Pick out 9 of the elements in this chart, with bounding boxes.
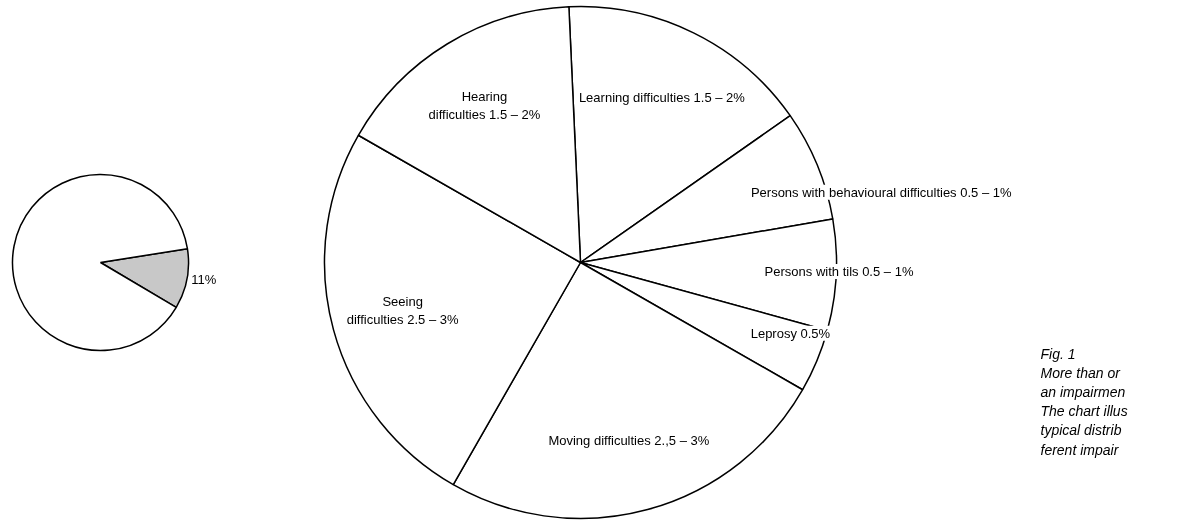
slice-label: Moving difficulties 2.,5 – 3% bbox=[548, 432, 710, 448]
caption: Fig. 1 More than or an impairmen The chart illus typical distrib ferent impair bbox=[1040, 345, 1128, 458]
slice-label: Persons with behavioural difficulties 0.5 – 1% bbox=[750, 184, 1012, 200]
slice-label: Leprosy 0.5% bbox=[750, 325, 831, 341]
slice-label: Seeing difficulties 2.5 – 3% bbox=[346, 294, 459, 328]
data-label: 11% bbox=[191, 272, 217, 288]
slice-label: Hearing difficulties 1.5 – 2% bbox=[428, 88, 541, 122]
slice-label: Persons with tils 0.5 – 1% bbox=[764, 264, 914, 279]
slice-label: Learning difficulties 1.5 – 2% bbox=[578, 89, 746, 105]
